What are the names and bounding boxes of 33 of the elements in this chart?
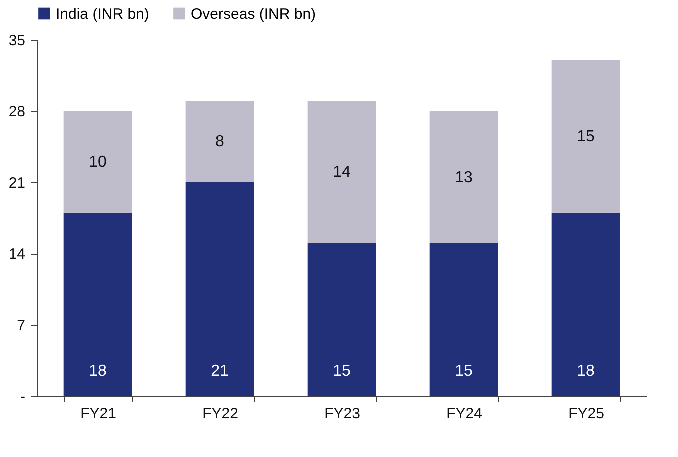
data-label: 15 bbox=[455, 363, 473, 380]
legend-label: India (INR bn) bbox=[56, 6, 150, 23]
bar bbox=[430, 243, 498, 396]
data-label: 21 bbox=[211, 363, 229, 380]
bar bbox=[430, 111, 498, 244]
data-label: 18 bbox=[577, 363, 595, 380]
y-tick-label: 28 bbox=[8, 104, 26, 121]
bar bbox=[308, 101, 376, 244]
data-label: 18 bbox=[89, 363, 107, 380]
data-label: 15 bbox=[577, 128, 595, 146]
bar bbox=[64, 111, 132, 213]
x-tick-label: FY24 bbox=[446, 406, 482, 422]
data-label: 8 bbox=[216, 134, 225, 151]
bar bbox=[552, 212, 620, 396]
data-label: 13 bbox=[455, 169, 473, 186]
data-label: 15 bbox=[333, 363, 351, 380]
bar bbox=[186, 101, 254, 182]
data-label: 14 bbox=[333, 164, 351, 182]
bar bbox=[552, 60, 620, 213]
x-tick-label: FY22 bbox=[202, 406, 238, 422]
y-tick-label: 21 bbox=[8, 174, 26, 192]
legend-label: Overseas (INR bn) bbox=[191, 6, 316, 23]
y-tick-label: - bbox=[20, 388, 26, 406]
x-tick-label: FY23 bbox=[324, 406, 360, 422]
bar bbox=[64, 212, 132, 396]
bar bbox=[308, 243, 376, 396]
x-tick-label: FY21 bbox=[80, 406, 116, 422]
data-label: 10 bbox=[89, 154, 107, 172]
y-tick-label: 7 bbox=[17, 317, 26, 334]
y-tick-label: 35 bbox=[8, 32, 26, 50]
y-tick-label: 14 bbox=[8, 246, 26, 264]
x-tick-label: FY25 bbox=[568, 406, 604, 422]
bar bbox=[186, 182, 254, 396]
